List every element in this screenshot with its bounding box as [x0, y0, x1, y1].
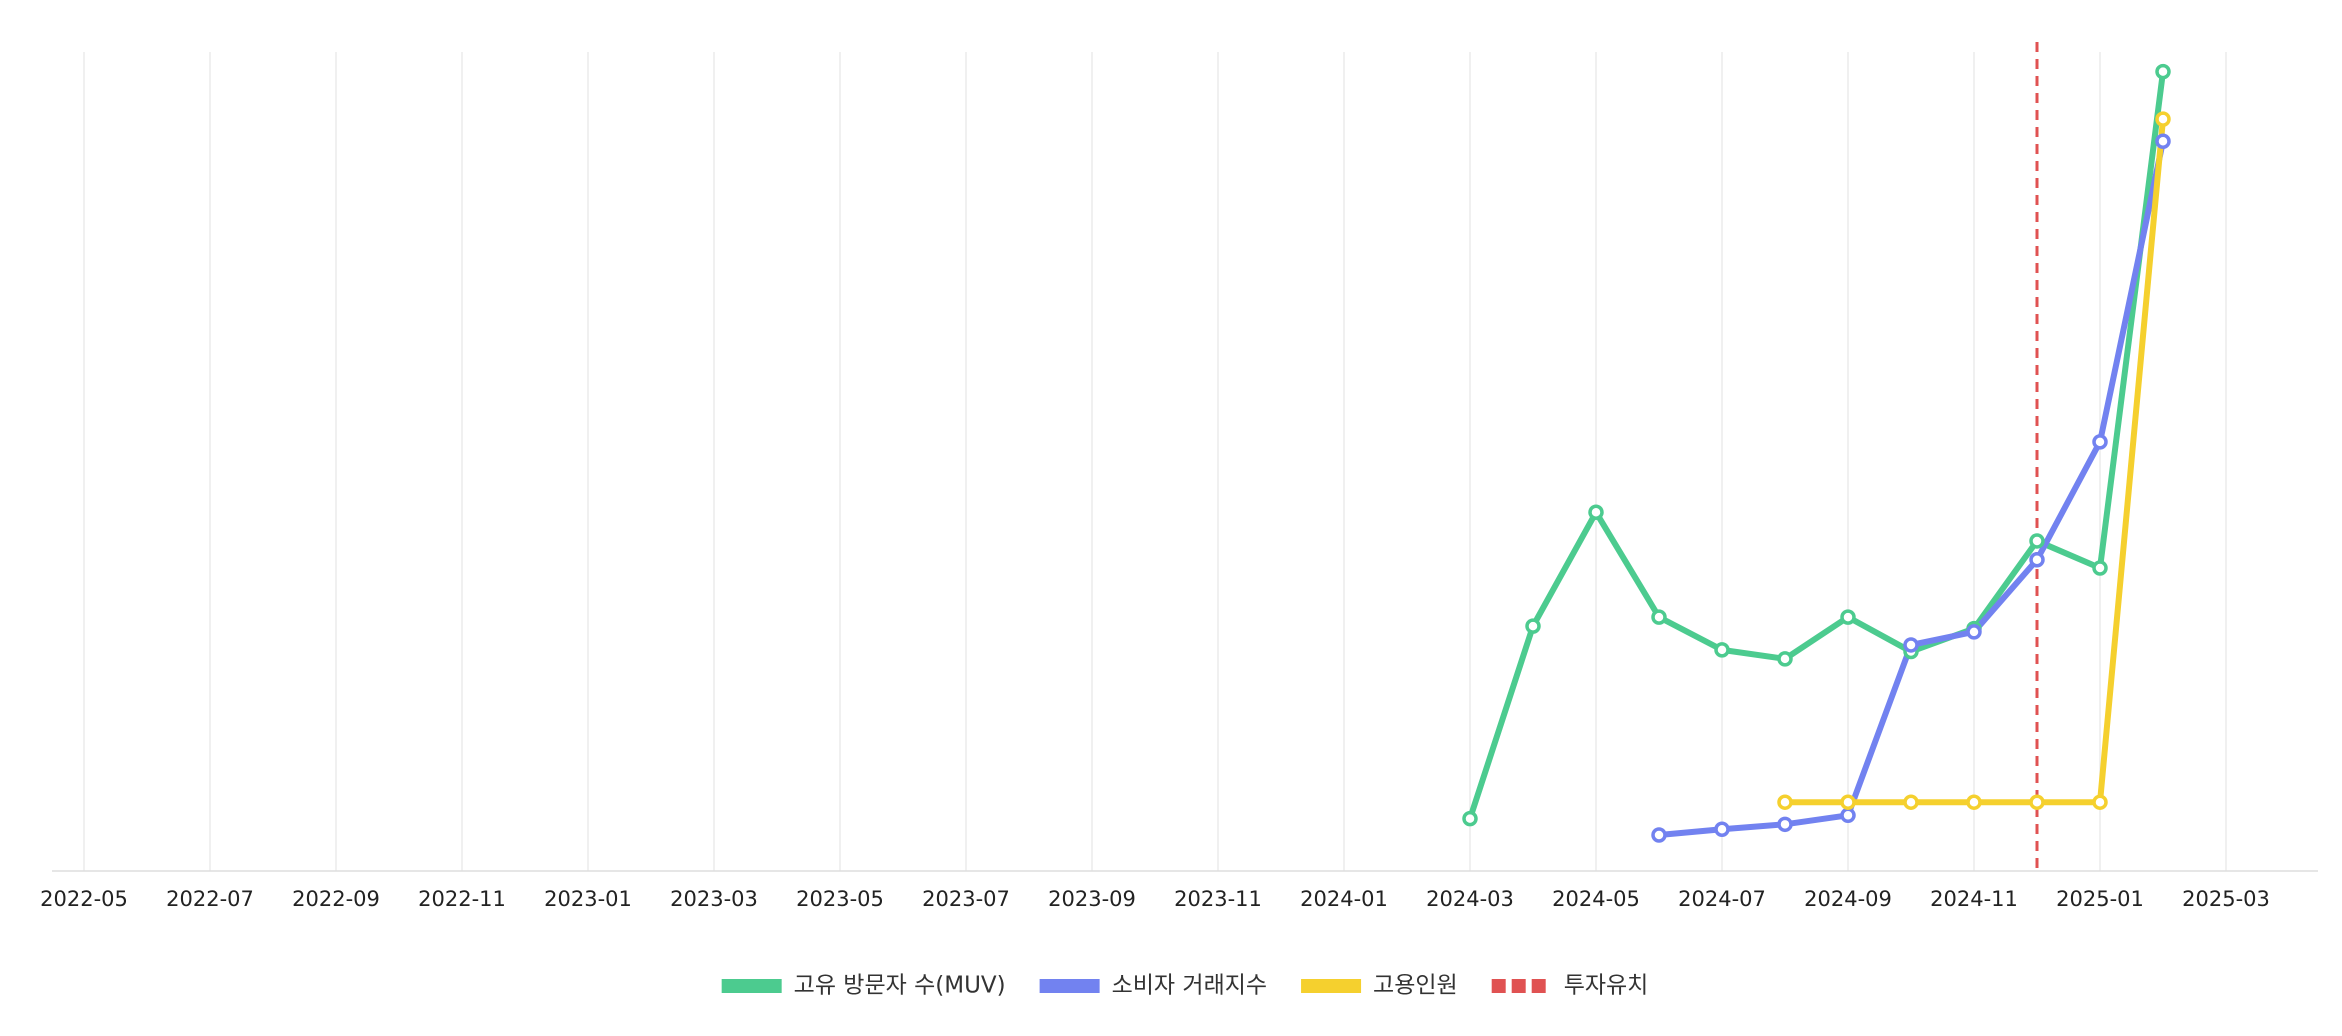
x-tick-label: 2024-09	[1804, 887, 1892, 911]
x-tick-label: 2023-05	[796, 887, 884, 911]
x-tick-label: 2023-09	[1048, 887, 1136, 911]
grid	[83, 52, 2227, 871]
x-tick-label: 2022-07	[166, 887, 254, 911]
data-point	[1588, 504, 1604, 521]
x-tick-label: 2023-03	[670, 887, 758, 911]
x-tick-label: 2024-05	[1552, 887, 1640, 911]
x-tick-label: 2024-07	[1678, 887, 1766, 911]
x-tick-label: 2022-11	[418, 887, 506, 911]
legend-swatch	[1301, 979, 1362, 993]
data-point	[1777, 651, 1793, 667]
data-point	[2092, 794, 2108, 810]
data-point	[2155, 133, 2171, 150]
x-tick-label: 2022-05	[40, 887, 128, 911]
series-line	[1467, 71, 2166, 820]
data-point	[1777, 794, 1793, 810]
x-tick-label: 2023-11	[1174, 887, 1262, 911]
data-point	[1840, 807, 1856, 824]
x-tick-label: 2025-03	[2182, 887, 2270, 911]
data-point	[1966, 624, 1982, 640]
x-tick-label: 2024-03	[1426, 887, 1514, 911]
data-point	[1777, 816, 1793, 833]
legend-label: 고유 방문자 수(MUV)	[794, 973, 1006, 999]
data-point	[1840, 609, 1856, 625]
legend-label: 투자유치	[1564, 973, 1649, 999]
data-point	[2029, 533, 2045, 549]
data-point	[2092, 434, 2108, 450]
data-point	[2092, 560, 2108, 576]
data-point	[2155, 111, 2171, 127]
x-tick-label: 2022-09	[292, 887, 380, 911]
data-point	[1903, 794, 1919, 810]
legend-swatch	[1039, 979, 1100, 993]
legend-swatch	[721, 979, 782, 993]
data-point	[1462, 810, 1478, 827]
data-point	[2029, 794, 2045, 810]
x-tick-label: 2024-01	[1300, 887, 1388, 911]
data-point	[2029, 552, 2045, 568]
data-point	[1966, 794, 1982, 810]
data-point	[1651, 609, 1667, 625]
data-point	[1840, 794, 1856, 810]
data-point	[1714, 642, 1730, 658]
x-tick-label: 2023-07	[922, 887, 1010, 911]
data-point	[2155, 63, 2171, 80]
data-point	[1903, 637, 1919, 653]
x-tick-label: 2024-11	[1930, 887, 2018, 911]
x-tick-label: 2025-01	[2056, 887, 2144, 911]
legend: 고유 방문자 수(MUV) 소비자 거래지수 고용인원 투자유치	[721, 973, 1649, 999]
x-tick-label: 2023-01	[544, 887, 632, 911]
legend-label: 고용인원	[1373, 973, 1458, 999]
data-point	[1525, 618, 1541, 634]
data-point	[1714, 821, 1730, 837]
series-line	[1658, 140, 2166, 838]
legend-label: 소비자 거래지수	[1112, 973, 1267, 999]
data-point	[1651, 827, 1667, 843]
